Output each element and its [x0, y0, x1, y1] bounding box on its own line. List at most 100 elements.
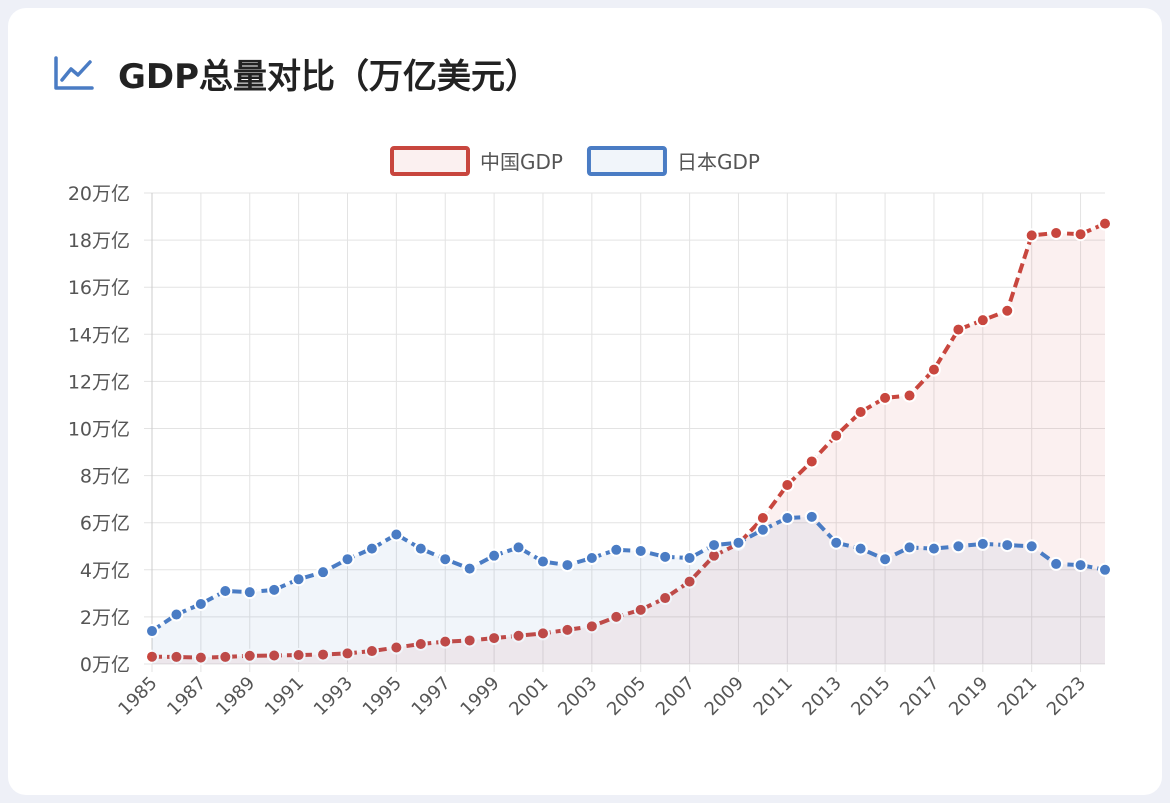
point — [193, 596, 208, 611]
y-tick-label: 2万亿 — [80, 607, 130, 629]
point — [316, 647, 331, 662]
point — [291, 648, 306, 663]
point — [462, 561, 477, 576]
legend-swatch — [390, 146, 470, 176]
point — [267, 648, 282, 663]
y-tick-label: 16万亿 — [68, 277, 130, 299]
y-tick-label: 0万亿 — [80, 654, 130, 676]
x-tick-label: 1993 — [310, 673, 357, 720]
point — [511, 540, 526, 555]
x-tick-label: 2021 — [994, 673, 1041, 720]
point — [682, 574, 697, 589]
point — [267, 582, 282, 597]
point — [145, 624, 159, 639]
x-tick-label: 2013 — [798, 673, 845, 720]
point — [1073, 558, 1088, 573]
x-tick-label: 2019 — [945, 673, 992, 720]
point — [951, 322, 966, 337]
y-tick-label: 20万亿 — [68, 183, 130, 205]
y-tick-label: 6万亿 — [80, 513, 130, 535]
point — [242, 648, 257, 663]
point — [755, 510, 770, 525]
point — [389, 640, 404, 655]
point — [413, 636, 428, 651]
point — [902, 540, 917, 555]
y-tick-label: 14万亿 — [68, 324, 130, 346]
point — [1000, 538, 1015, 553]
y-tick-label: 8万亿 — [80, 466, 130, 488]
point — [707, 538, 722, 553]
point — [609, 542, 624, 557]
area — [152, 223, 1105, 665]
point — [535, 626, 550, 641]
line — [150, 514, 1106, 633]
point — [975, 313, 990, 328]
point — [975, 536, 990, 551]
point — [633, 543, 648, 558]
point — [145, 649, 159, 664]
point — [878, 390, 893, 405]
x-tick-label: 1985 — [114, 673, 161, 720]
chart-title: GDP总量对比（万亿美元） — [118, 57, 539, 97]
y-tick-label: 4万亿 — [80, 560, 130, 582]
point — [780, 510, 795, 525]
x-tick-label: 1995 — [359, 673, 406, 720]
point — [878, 552, 893, 567]
point — [902, 388, 917, 403]
point — [364, 541, 379, 556]
x-tick-label: 1999 — [456, 673, 503, 720]
point — [389, 527, 404, 542]
x-tick-label: 2011 — [750, 673, 797, 720]
point — [731, 535, 746, 550]
point — [560, 558, 575, 573]
legend-swatch — [586, 146, 667, 176]
x-tick-label: 1987 — [163, 673, 210, 720]
point — [609, 609, 624, 624]
point — [780, 478, 795, 493]
point — [242, 585, 257, 600]
x-tick-label: 2005 — [603, 673, 650, 720]
point — [755, 522, 770, 537]
y-tick-label: 10万亿 — [68, 419, 130, 441]
y-tick-label: 18万亿 — [68, 230, 130, 252]
point — [487, 631, 502, 646]
point — [438, 552, 453, 567]
point — [535, 554, 550, 569]
point — [1098, 562, 1112, 577]
x-tick-label: 2007 — [652, 673, 699, 720]
x-tick-label: 2009 — [701, 673, 748, 720]
point — [1049, 556, 1064, 571]
point — [462, 633, 477, 648]
point — [291, 572, 306, 587]
point — [169, 649, 184, 664]
point — [340, 552, 355, 567]
legend-label: 日本GDP — [677, 150, 760, 174]
point — [511, 628, 526, 643]
point — [682, 551, 697, 566]
point — [1073, 227, 1088, 242]
point — [658, 549, 673, 564]
point — [633, 602, 648, 617]
point — [853, 405, 868, 420]
legend-label: 中国GDP — [480, 150, 563, 174]
title-icon — [54, 56, 94, 90]
point — [413, 541, 428, 556]
point — [658, 591, 673, 606]
point — [1024, 539, 1039, 554]
point — [951, 539, 966, 554]
point — [1000, 303, 1015, 318]
x-tick-label: 1991 — [261, 673, 308, 720]
x-tick-label: 2001 — [505, 673, 552, 720]
x-tick-label: 2003 — [554, 673, 601, 720]
x-tick-label: 1989 — [212, 673, 259, 720]
point — [829, 535, 844, 550]
x-tick-label: 1997 — [408, 673, 455, 720]
point — [169, 607, 184, 622]
point — [218, 583, 233, 598]
point — [560, 622, 575, 637]
point — [316, 565, 331, 580]
point — [438, 634, 453, 649]
point — [487, 548, 502, 563]
